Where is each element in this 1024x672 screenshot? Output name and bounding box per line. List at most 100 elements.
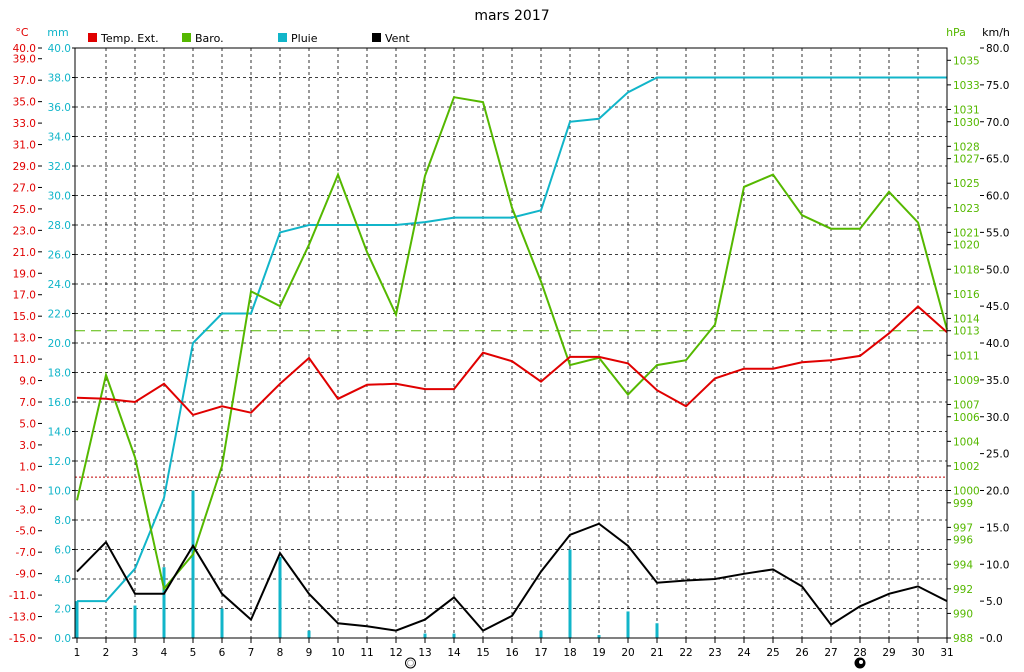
x-tick-label: 2 <box>103 647 110 659</box>
wind-tick-label: 50.0 <box>986 264 1009 276</box>
wind-tick-label: 15.0 <box>986 522 1009 534</box>
baro-tick-label: 1018 <box>953 264 980 276</box>
rain-bars <box>75 490 659 638</box>
temp-tick-label: -5.0 <box>16 526 37 538</box>
rain-bar <box>423 633 427 638</box>
temp-tick-label: 17.0 <box>13 290 36 302</box>
series-line-wind <box>76 522 948 632</box>
temp-tick-label: 21.0 <box>13 247 36 259</box>
rain-tick-label: 22.0 <box>48 309 71 321</box>
temp-tick-label: 33.0 <box>13 118 36 130</box>
baro-tick-label: 1035 <box>953 55 980 67</box>
temp-tick-label: 13.0 <box>13 333 36 345</box>
baro-tick-label: 1011 <box>953 350 980 362</box>
wind-tick-label: 0.0 <box>986 633 1003 645</box>
baro-tick-label: 1031 <box>953 104 980 116</box>
x-tick-label: 22 <box>679 647 692 659</box>
baro-tick-label: 1007 <box>953 399 980 411</box>
baro-tick-label: 1004 <box>953 436 980 448</box>
legend-label-baro: Baro. <box>195 32 224 45</box>
baro-tick-label: 1016 <box>953 289 980 301</box>
rain-tick-label: 28.0 <box>48 220 71 232</box>
x-axis: 1 2 3 4 5 6 7 8 9 10 11 12 13 14 15 16 17 18 19 20 21 22 23 24 2… <box>74 638 954 659</box>
x-tick-label: 12 <box>389 647 402 659</box>
legend-swatch-rain <box>278 33 287 42</box>
rain-bar <box>307 630 311 638</box>
temp-tick-label: 23.0 <box>13 225 36 237</box>
reference-lines <box>75 330 947 478</box>
x-tick-label: 26 <box>795 647 809 659</box>
baro-tick-label: 988 <box>953 633 973 645</box>
x-tick-label: 18 <box>563 647 576 659</box>
baro-unit-label: hPa <box>946 26 966 39</box>
baro-tick-label: 1009 <box>953 375 980 387</box>
temp-tick-label: 31.0 <box>13 140 36 152</box>
rain-tick-label: 32.0 <box>48 161 71 173</box>
temp-tick-label: 29.0 <box>13 161 36 173</box>
rain-tick-label: 16.0 <box>48 397 71 409</box>
x-tick-label: 9 <box>306 647 313 659</box>
x-tick-label: 19 <box>592 647 605 659</box>
temp-tick-label: 19.0 <box>13 268 36 280</box>
x-tick-label: 31 <box>940 647 953 659</box>
x-tick-label: 28 <box>853 647 866 659</box>
x-tick-label: 24 <box>737 647 751 659</box>
wind-tick-label: 35.0 <box>986 375 1009 387</box>
baro-tick-label: 997 <box>953 522 973 534</box>
temp-tick-label: 3.0 <box>19 440 36 452</box>
wind-tick-label: 55.0 <box>986 227 1009 239</box>
baro-tick-label: 1033 <box>953 80 980 92</box>
series-lines <box>76 76 948 632</box>
x-tick-label: 20 <box>621 647 634 659</box>
wind-unit-label: km/h <box>982 26 1010 39</box>
x-tick-label: 21 <box>650 647 663 659</box>
baro-tick-label: 999 <box>953 498 973 510</box>
baro-tick-label: 1020 <box>953 240 980 252</box>
temp-axis: 40.039.0 37.0 35.0 33.0 31.0 29.0 27.0 25.0 23.0… <box>9 43 42 645</box>
rain-tick-label: 36.0 <box>48 102 71 114</box>
temp-tick-label: 37.0 <box>13 75 36 87</box>
x-tick-label: 29 <box>882 647 895 659</box>
baro-tick-label: 1028 <box>953 141 980 153</box>
baro-tick-label: 1030 <box>953 117 980 129</box>
wind-tick-label: 65.0 <box>986 154 1009 166</box>
temp-tick-label: 40.0 <box>13 43 36 55</box>
x-tick-label: 23 <box>708 647 721 659</box>
x-tick-label: 8 <box>277 647 284 659</box>
temp-tick-label: -3.0 <box>16 504 37 516</box>
x-tick-label: 6 <box>219 647 226 659</box>
series-line-temp <box>76 305 948 417</box>
wind-tick-label: 25.0 <box>986 449 1009 461</box>
x-tick-label: 10 <box>331 647 344 659</box>
rain-tick-label: 2.0 <box>54 604 71 616</box>
temp-tick-label: 5.0 <box>19 418 36 430</box>
baro-tick-label: 1014 <box>953 313 980 325</box>
rain-tick-label: 10.0 <box>48 486 71 498</box>
x-tick-label: 5 <box>190 647 197 659</box>
baro-tick-label: 1002 <box>953 461 980 473</box>
grid <box>75 48 947 638</box>
rain-bar <box>539 630 543 638</box>
temp-tick-label: 27.0 <box>13 182 36 194</box>
wind-tick-label: 10.0 <box>986 559 1009 571</box>
temp-tick-label: -1.0 <box>16 483 37 495</box>
rain-bar <box>75 601 79 638</box>
wind-tick-label: 40.0 <box>986 338 1009 350</box>
x-tick-label: 3 <box>132 647 139 659</box>
temp-unit-label: °C <box>15 26 29 39</box>
x-tick-label: 15 <box>476 647 489 659</box>
plot-frame <box>74 47 948 639</box>
rain-tick-label: 20.0 <box>48 338 71 350</box>
baro-tick-label: 1021 <box>953 227 980 239</box>
rain-bar <box>162 567 166 638</box>
wind-axis: 80.0 75.0 70.0 65.0 60.0 55.0 50.0 45.0 40.0 35.0… <box>980 43 1009 645</box>
rain-bar <box>655 623 659 638</box>
wind-tick-label: 60.0 <box>986 191 1009 203</box>
chart-title: mars 2017 <box>474 8 549 24</box>
legend-swatch-baro <box>182 33 191 42</box>
rain-tick-label: 12.0 <box>48 456 71 468</box>
moon-highlight-icon <box>859 660 863 664</box>
rain-tick-label: 14.0 <box>48 427 71 439</box>
